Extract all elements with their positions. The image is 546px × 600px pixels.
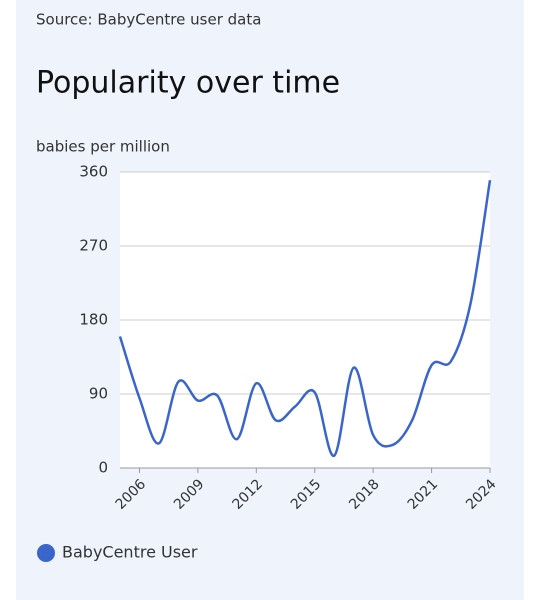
x-tick-label: 2015 xyxy=(288,476,325,513)
x-tick-label: 2018 xyxy=(346,476,383,513)
line xyxy=(118,180,492,457)
y-axis-label: babies per million xyxy=(36,138,170,156)
x-tick-label: 2012 xyxy=(229,476,266,513)
x-tick-label: 2021 xyxy=(405,476,442,513)
x-tick-label: 2006 xyxy=(113,476,150,513)
y-tick-label: 90 xyxy=(89,385,108,403)
chart-title: Popularity over time xyxy=(36,66,340,101)
legend-marker xyxy=(37,544,55,562)
y-tick-label: 360 xyxy=(79,163,108,181)
y-tick-label: 180 xyxy=(79,311,108,329)
y-tick-label: 270 xyxy=(79,237,108,255)
x-tick-label: 2009 xyxy=(171,476,208,513)
source: Source: BabyCentre user data xyxy=(36,11,261,29)
x-tick-label: 2024 xyxy=(463,476,500,513)
y-tick-label: 0 xyxy=(98,459,108,477)
legend-label: BabyCentre User xyxy=(62,543,198,562)
